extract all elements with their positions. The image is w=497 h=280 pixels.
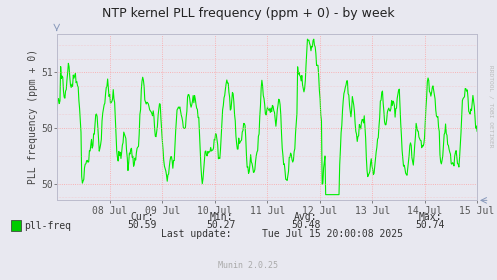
Text: Max:: Max: [418, 212, 442, 222]
Text: NTP kernel PLL frequency (ppm + 0) - by week: NTP kernel PLL frequency (ppm + 0) - by … [102, 7, 395, 20]
Y-axis label: PLL frequency (ppm + 0): PLL frequency (ppm + 0) [28, 49, 38, 185]
Text: Avg:: Avg: [294, 212, 318, 222]
Text: 50.27: 50.27 [206, 220, 236, 230]
Text: Tue Jul 15 20:00:08 2025: Tue Jul 15 20:00:08 2025 [262, 228, 404, 239]
Text: Cur:: Cur: [130, 212, 154, 222]
Text: Munin 2.0.25: Munin 2.0.25 [219, 261, 278, 270]
Text: Min:: Min: [209, 212, 233, 222]
Text: pll-freq: pll-freq [24, 221, 71, 231]
Text: 50.59: 50.59 [127, 220, 157, 230]
Text: RRDTOOL / TOBI OETIKER: RRDTOOL / TOBI OETIKER [488, 65, 493, 148]
Text: Last update:: Last update: [161, 228, 232, 239]
Text: 50.74: 50.74 [415, 220, 445, 230]
Text: 50.48: 50.48 [291, 220, 321, 230]
